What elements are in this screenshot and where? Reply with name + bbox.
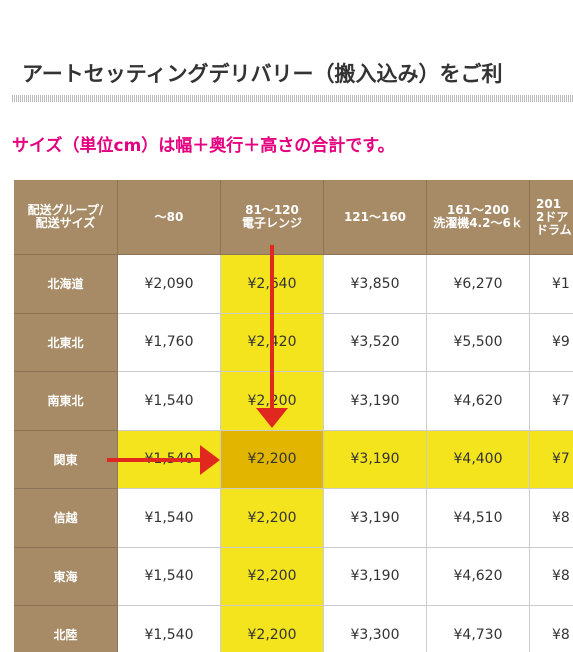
header-cell: 121～160 [324,180,427,255]
price-cell: ¥3,300 [324,606,427,652]
header-line: ドラム [536,222,572,237]
price-cell: ¥1,540 [118,606,221,652]
header-line: 洗濯機4.2～6ｋ [433,216,523,230]
price-cell: ¥1,540 [118,372,221,431]
dotted-rule [12,95,573,102]
price-cell: ¥1,540 [118,489,221,548]
price-cell: ¥2,090 [118,255,221,314]
header-line: 121～160 [343,209,407,224]
row-header: 信越 [14,489,118,548]
header-line: 配送サイズ [35,216,96,230]
arrowhead [256,408,288,428]
price-cell: ¥2,200 [221,547,324,606]
price-cell: ¥8 [530,489,573,548]
price-cell: ¥3,520 [324,313,427,372]
price-cell: ¥1,760 [118,313,221,372]
row-header: 北陸 [14,606,118,652]
price-cell: ¥3,190 [324,489,427,548]
price-cell: ¥7 [530,430,573,489]
header-cell: 81～120 電子レンジ [221,180,324,255]
header-cell: 配送グループ/配送サイズ [14,180,118,255]
row-header: 北東北 [14,313,118,372]
arrowhead [200,445,220,475]
price-cell: ¥6,270 [427,255,530,314]
header-line: 81～120 [245,203,299,217]
price-cell: ¥2,200 [221,489,324,548]
header-line: 161～200 [446,203,510,217]
price-cell: ¥8 [530,547,573,606]
header-cell: 201 2ドア ドラム [530,180,573,255]
price-cell: ¥5,500 [427,313,530,372]
price-cell: ¥1,540 [118,547,221,606]
price-cell: ¥3,190 [324,372,427,431]
price-cell: ¥4,620 [427,372,530,431]
price-cell: ¥4,620 [427,547,530,606]
price-cell: ¥4,510 [427,489,530,548]
size-note: サイズ（単位cm）は幅＋奥行＋高さの合計です。 [12,136,395,156]
price-cell: ¥3,850 [324,255,427,314]
row-header: 関東 [14,430,118,489]
row-header: 東海 [14,547,118,606]
price-cell: ¥3,190 [324,547,427,606]
price-cell: ¥1 [530,255,573,314]
price-cell: ¥2,200 [221,430,324,489]
price-cell: ¥9 [530,313,573,372]
header-line: 201 [536,196,562,211]
page-title: アートセッティングデリバリー（搬入込み）をご利 [22,62,503,86]
header-line: 配送グループ/ [27,203,104,217]
header-line: 電子レンジ [241,216,302,230]
header-line: 2ドア [536,209,569,224]
price-cell: ¥8 [530,606,573,652]
price-cell: ¥3,190 [324,430,427,489]
header-cell: ～80 [118,180,221,255]
price-cell: ¥7 [530,372,573,431]
header-line: ～80 [154,209,184,224]
header-cell: 161～200 洗濯機4.2～6ｋ [427,180,530,255]
price-cell: ¥4,400 [427,430,530,489]
price-cell: ¥4,730 [427,606,530,652]
row-header: 北海道 [14,255,118,314]
price-cell: ¥2,200 [221,606,324,652]
row-header: 南東北 [14,372,118,431]
